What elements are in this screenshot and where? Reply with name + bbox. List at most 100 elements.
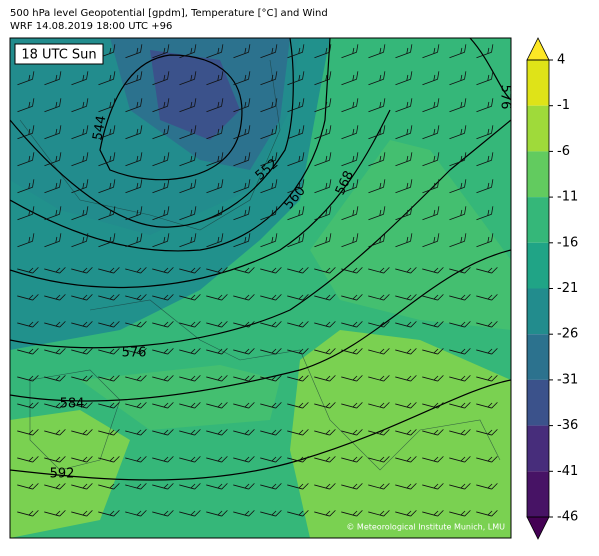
colorbar-tick-label: -6 <box>557 144 570 159</box>
wind-barb <box>233 44 251 59</box>
wind-barb <box>233 152 251 167</box>
contour <box>10 109 391 289</box>
wind-barb <box>314 152 332 167</box>
barb-shaft <box>152 98 170 113</box>
wind-barb <box>233 206 251 221</box>
barb-shaft <box>368 483 390 490</box>
wind-barb <box>395 98 413 113</box>
time-box <box>14 43 104 65</box>
wind-barb <box>44 233 62 248</box>
barb-shaft <box>17 456 39 463</box>
wind-barb <box>260 510 282 517</box>
barb-shaft <box>395 179 413 194</box>
wind-barb <box>98 402 120 409</box>
barb-shaft <box>368 294 390 301</box>
wind-barb <box>98 294 120 301</box>
wind-barb <box>449 71 467 86</box>
wind-barb <box>233 179 251 194</box>
barb-shaft <box>152 125 170 140</box>
barb-shaft <box>71 125 89 140</box>
wind-barb <box>422 456 444 463</box>
wind-barb <box>44 179 62 194</box>
wind-barb <box>341 152 359 167</box>
wind-barb <box>125 348 147 355</box>
barb-shaft <box>449 321 471 328</box>
barb-shaft <box>125 375 147 382</box>
barb-shaft <box>287 125 305 140</box>
wind-barb <box>206 510 228 517</box>
wind-barb <box>179 152 197 167</box>
wind-barb <box>476 152 494 167</box>
barb-shaft <box>287 152 305 167</box>
wind-barb <box>44 206 62 221</box>
wind-barb <box>206 98 224 113</box>
wind-barb <box>395 206 413 221</box>
wind-barb <box>206 179 224 194</box>
wind-barb <box>476 267 498 274</box>
wind-barb <box>71 510 93 517</box>
barb-shaft <box>422 294 444 301</box>
wind-barb <box>71 321 93 328</box>
barb-shaft <box>206 267 228 274</box>
barb-shaft <box>449 152 467 167</box>
wind-barb <box>314 375 336 382</box>
barb-shaft <box>260 321 282 328</box>
wind-barb <box>17 483 39 490</box>
field <box>10 410 130 538</box>
barb-shaft <box>71 375 93 382</box>
wind-barb <box>476 206 494 221</box>
colorbar-tick-label: -46 <box>557 510 578 525</box>
barb-shaft <box>125 152 143 167</box>
barb-shaft <box>44 98 62 113</box>
wind-barb <box>314 510 336 517</box>
barb-shaft <box>395 267 417 274</box>
wind-barb <box>476 483 498 490</box>
barb-shaft <box>206 348 228 355</box>
barb-shaft <box>98 402 120 409</box>
barb-shaft <box>287 267 309 274</box>
barb-shaft <box>476 233 494 248</box>
wind-barb <box>314 179 332 194</box>
wind-barb <box>314 44 332 59</box>
wind-barb <box>287 294 309 301</box>
wind-barb <box>71 375 93 382</box>
wind-barb <box>314 98 332 113</box>
barb-shaft <box>314 179 332 194</box>
barb-shaft <box>368 125 386 140</box>
barb-shaft <box>17 98 35 113</box>
field <box>310 140 511 330</box>
wind-barb <box>125 402 147 409</box>
barb-shaft <box>233 44 251 59</box>
barb-shaft <box>71 179 89 194</box>
wind-barb <box>17 152 35 167</box>
wind-barb <box>422 44 440 59</box>
barb-shaft <box>179 179 197 194</box>
wind-barb <box>341 294 363 301</box>
barb-shaft <box>125 321 147 328</box>
barb-shaft <box>422 267 444 274</box>
barb-shaft <box>260 125 278 140</box>
wind-barb <box>125 179 143 194</box>
barb-shaft <box>233 321 255 328</box>
wind-barb <box>125 429 147 436</box>
wind-barb <box>71 294 93 301</box>
barb-shaft <box>125 429 147 436</box>
barb-shaft <box>233 429 255 436</box>
wind-barb <box>449 294 471 301</box>
barb-shaft <box>98 71 116 86</box>
wind-barb <box>98 456 120 463</box>
wind-barb <box>44 483 66 490</box>
barb-shaft <box>233 456 255 463</box>
wind-barb <box>287 98 305 113</box>
wind-barb <box>260 321 282 328</box>
barb-shaft <box>395 98 413 113</box>
wind-barb <box>179 483 201 490</box>
barb-shaft <box>368 267 390 274</box>
wind-barb <box>422 348 444 355</box>
barb-shaft <box>368 375 390 382</box>
colorbar-tick-label: -36 <box>557 418 578 433</box>
barb-shaft <box>476 152 494 167</box>
barb-shaft <box>98 233 116 248</box>
wind-barb <box>44 456 66 463</box>
barb-shaft <box>341 71 359 86</box>
